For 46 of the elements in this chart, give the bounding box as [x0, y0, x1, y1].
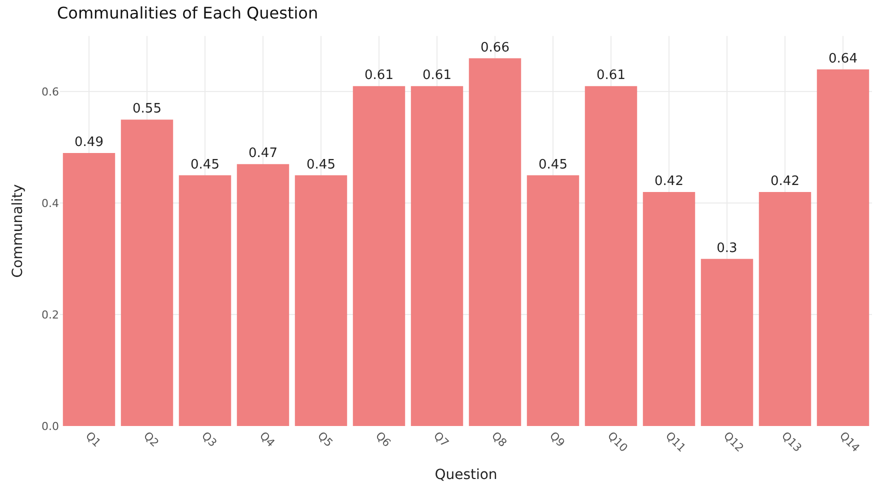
- bar: [352, 86, 406, 426]
- x-tick-label: Q1: [82, 429, 104, 450]
- data-label: 0.55: [132, 102, 162, 117]
- data-label: 0.61: [596, 68, 626, 84]
- x-tick-label: Q10: [604, 429, 630, 455]
- data-label: 0.45: [190, 157, 220, 172]
- data-label: 0.42: [654, 174, 684, 189]
- y-tick-label: 0.0: [42, 420, 59, 433]
- y-tick-label: 0.6: [42, 86, 59, 99]
- data-label: 0.61: [364, 68, 394, 84]
- x-tick-label: Q13: [778, 429, 804, 455]
- bar: [236, 164, 290, 426]
- bar: [120, 120, 174, 426]
- x-tick-label: Q9: [546, 429, 568, 450]
- x-tick-label: Q6: [372, 429, 394, 450]
- bar: [584, 86, 638, 426]
- data-label: 0.61: [422, 68, 452, 84]
- x-tick-label: Q2: [140, 429, 162, 450]
- data-label: 0.3: [716, 240, 738, 256]
- data-label: 0.45: [538, 157, 568, 172]
- bar: [294, 175, 348, 426]
- x-tick-label: Q3: [198, 429, 220, 450]
- bar: [816, 69, 870, 426]
- bar: [468, 58, 522, 426]
- y-tick-label: 0.4: [42, 196, 59, 210]
- x-tick-label: Q4: [256, 429, 278, 450]
- bar: [526, 175, 580, 426]
- x-tick-label: Q5: [314, 429, 336, 450]
- data-label: 0.47: [248, 146, 278, 162]
- y-tick-label: 0.2: [42, 308, 59, 322]
- data-label: 0.45: [306, 157, 336, 172]
- bar: [62, 153, 116, 426]
- bar: [410, 86, 464, 426]
- data-label: 0.49: [74, 135, 104, 150]
- bar: [178, 175, 232, 426]
- data-label: 0.66: [480, 40, 510, 56]
- bar: [642, 192, 696, 426]
- x-tick-label: Q8: [488, 429, 510, 450]
- x-axis-title: Question: [434, 466, 498, 483]
- data-label: 0.42: [770, 174, 800, 189]
- x-tick-label: Q7: [430, 429, 452, 450]
- y-axis-title: Communality: [10, 184, 26, 278]
- bar: [700, 258, 754, 426]
- bar: [758, 192, 812, 426]
- data-label: 0.64: [828, 51, 858, 66]
- chart-title: Communalities of Each Question: [57, 3, 318, 22]
